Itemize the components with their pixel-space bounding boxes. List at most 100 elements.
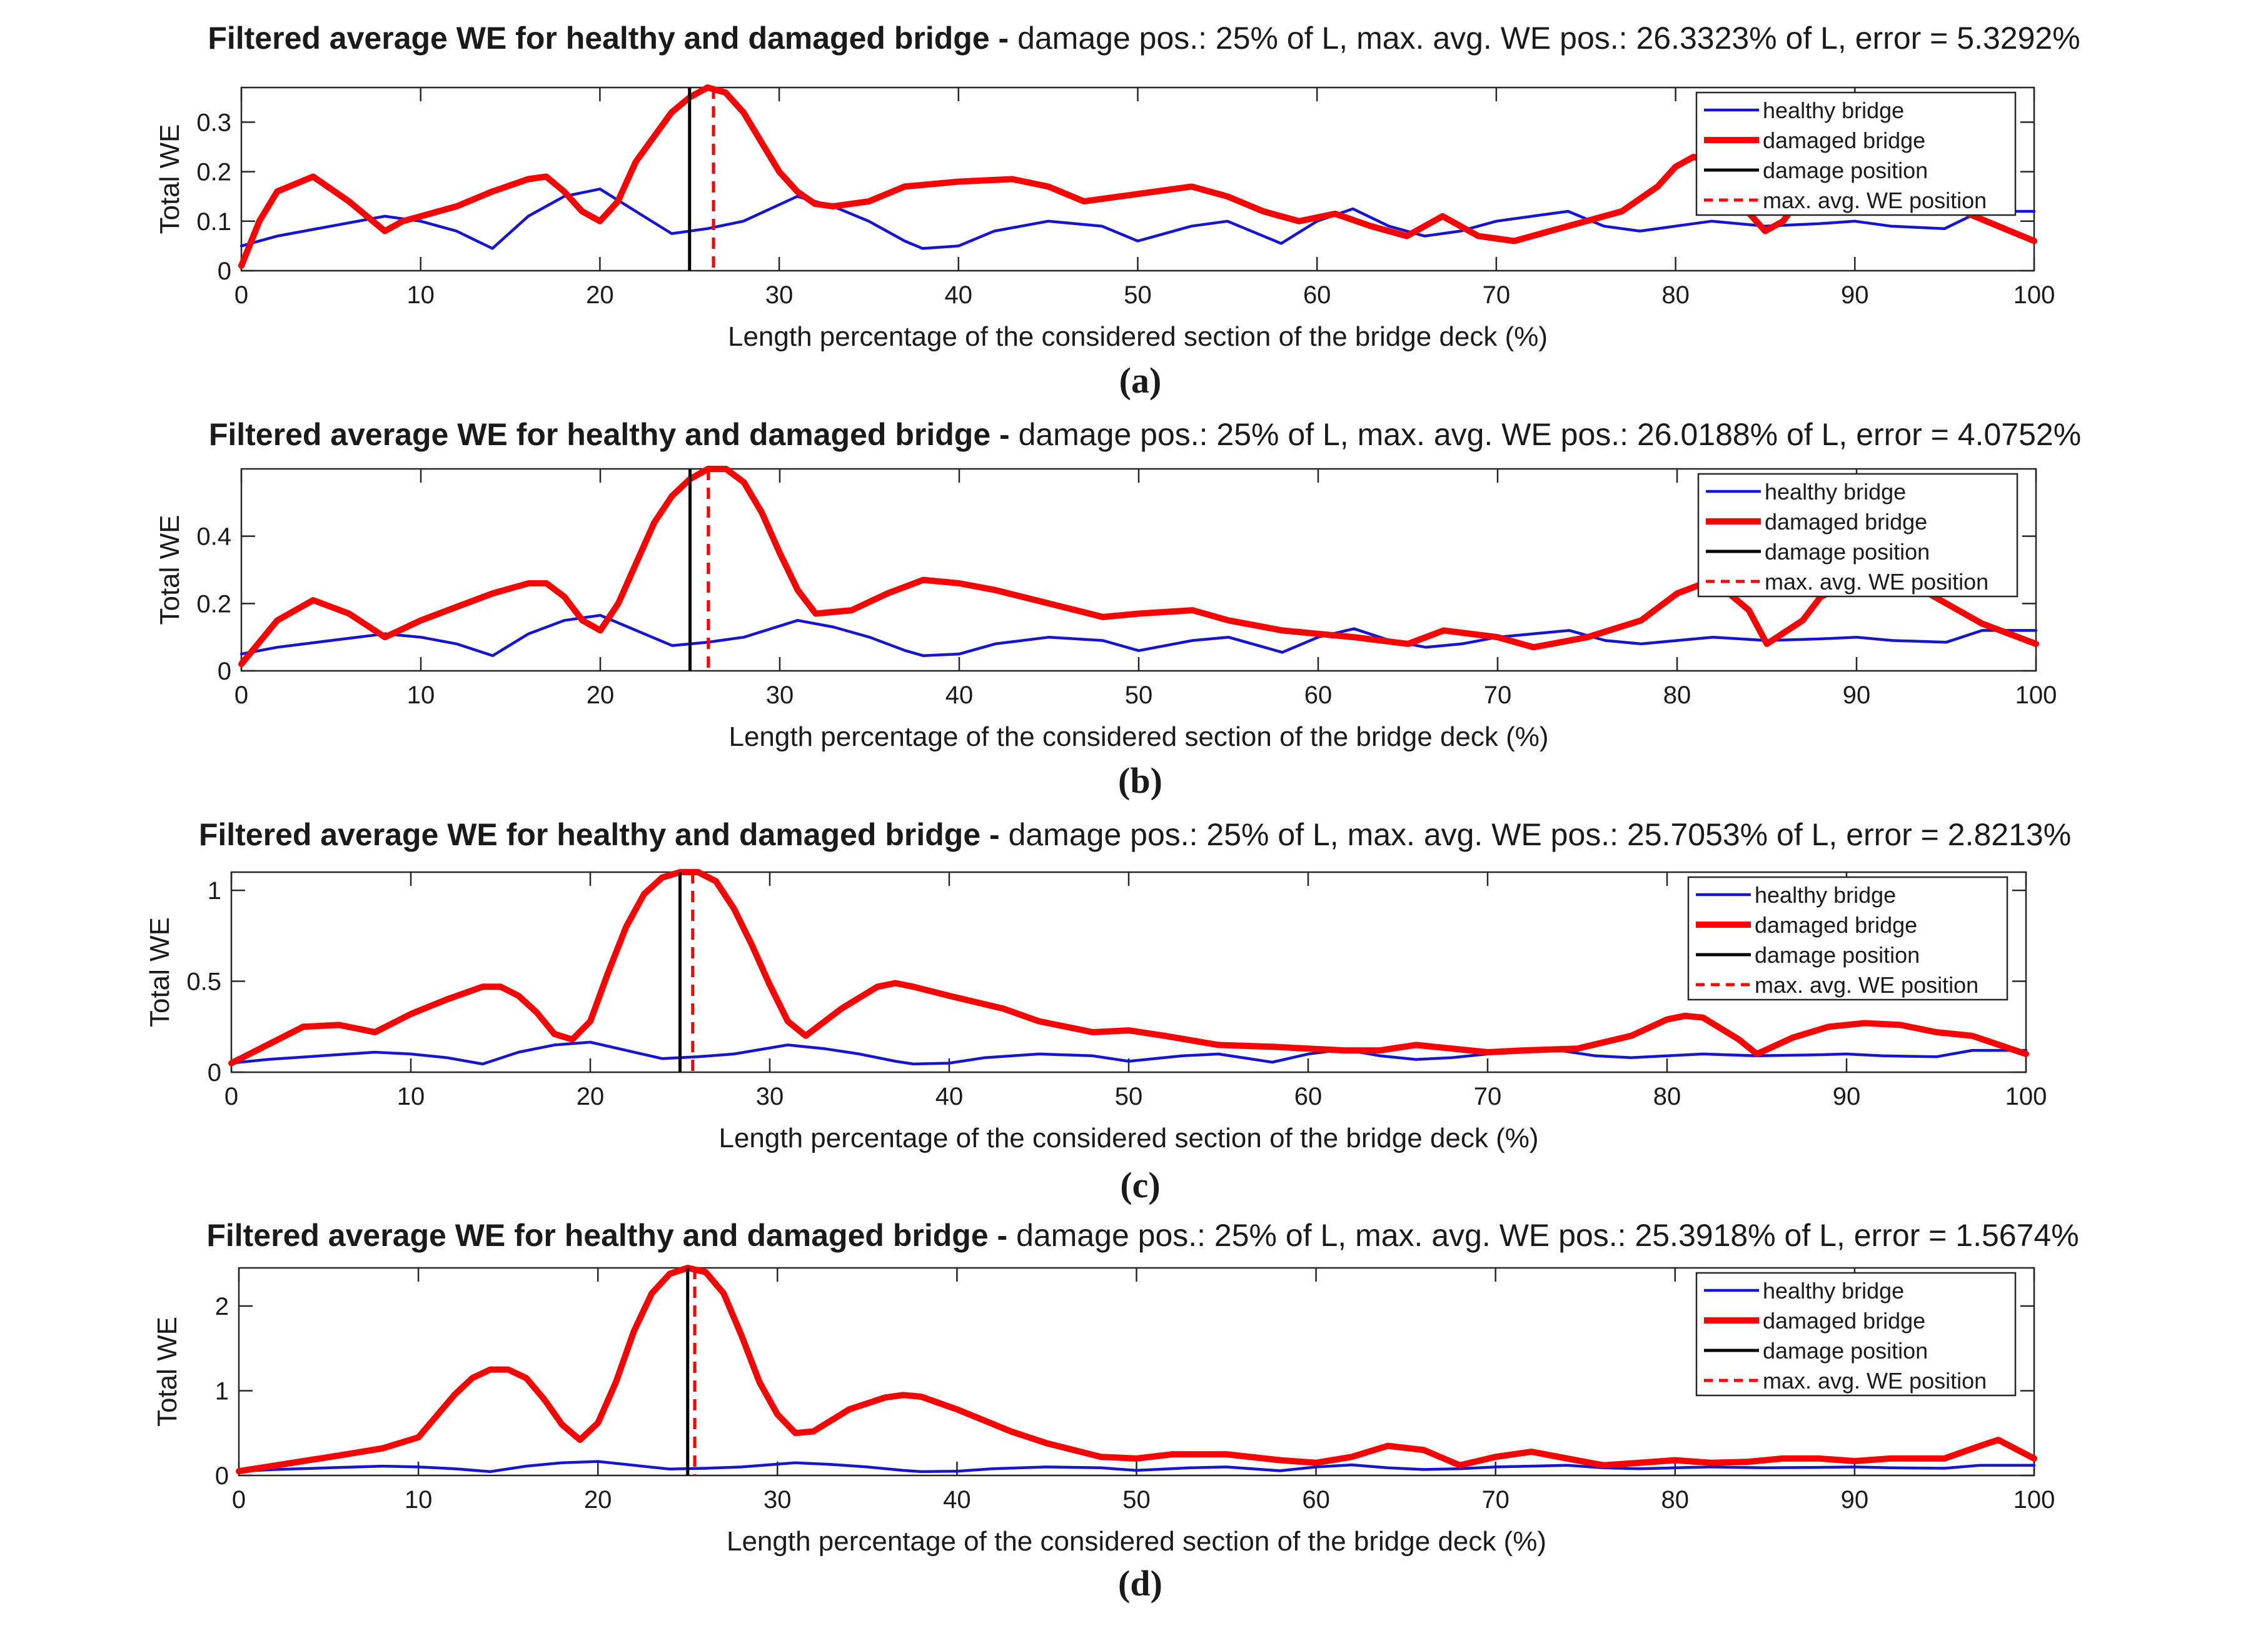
chart-title-main: Filtered average WE for healthy and dama… bbox=[209, 417, 1019, 452]
x-tick-label: 10 bbox=[397, 1083, 425, 1110]
x-tick-label: 50 bbox=[1125, 681, 1153, 709]
x-tick-label: 80 bbox=[1661, 1486, 1690, 1514]
legend-entry: damaged bridge bbox=[1763, 1308, 1925, 1334]
y-tick-label: 1 bbox=[215, 1377, 229, 1405]
legend-entry: damaged bridge bbox=[1763, 128, 1925, 153]
x-tick-label: 0 bbox=[234, 681, 248, 709]
healthy-bridge-line bbox=[239, 188, 2036, 250]
y-axis-label: Total WE bbox=[144, 917, 175, 1027]
x-tick-label: 10 bbox=[405, 1486, 433, 1514]
x-tick-label: 50 bbox=[1124, 281, 1152, 309]
x-tick-label: 20 bbox=[584, 1486, 612, 1514]
x-tick-label: 20 bbox=[577, 1083, 605, 1110]
x-tick-label: 80 bbox=[1663, 681, 1691, 709]
y-tick-label: 1 bbox=[208, 877, 221, 905]
x-tick-label: 20 bbox=[587, 681, 615, 709]
y-tick-label: 0 bbox=[215, 1462, 229, 1490]
y-tick-label: 0.2 bbox=[196, 159, 231, 186]
chart-title-detail: damage pos.: 25% of L, max. avg. WE pos.… bbox=[1009, 817, 2072, 852]
y-tick-label: 0 bbox=[218, 658, 231, 685]
chart-title-detail: damage pos.: 25% of L, max. avg. WE pos.… bbox=[1016, 1218, 2079, 1253]
chart-title-detail: damage pos.: 25% of L, max. avg. WE pos.… bbox=[1017, 21, 2080, 56]
legend-entry: damage position bbox=[1755, 942, 1920, 968]
healthy-bridge-line bbox=[237, 1460, 2036, 1474]
x-tick-label: 30 bbox=[766, 681, 794, 709]
x-tick-label: 40 bbox=[945, 681, 974, 709]
damaged-bridge-line bbox=[228, 869, 2029, 1067]
chart-title-main: Filtered average WE for healthy and dama… bbox=[208, 21, 1017, 56]
legend-entry: max. avg. WE position bbox=[1763, 1368, 1987, 1394]
x-axis-label: Length percentage of the considered sect… bbox=[728, 321, 1548, 352]
x-tick-label: 20 bbox=[586, 281, 614, 309]
x-tick-label: 50 bbox=[1115, 1083, 1143, 1110]
x-tick-label: 40 bbox=[935, 1083, 964, 1110]
x-tick-label: 60 bbox=[1304, 681, 1333, 709]
legend-entry: healthy bridge bbox=[1755, 882, 1896, 908]
x-tick-label: 70 bbox=[1484, 681, 1512, 709]
legend bbox=[1697, 473, 2019, 598]
y-tick-label: 0 bbox=[218, 258, 231, 285]
x-tick-label: 100 bbox=[2005, 1083, 2047, 1110]
panel-label: (b) bbox=[1118, 760, 1162, 801]
x-tick-label: 10 bbox=[406, 281, 435, 309]
x-tick-label: 60 bbox=[1302, 1486, 1330, 1514]
x-tick-label: 60 bbox=[1294, 1083, 1323, 1110]
y-tick-label: 0.3 bbox=[196, 109, 231, 136]
x-tick-label: 90 bbox=[1843, 681, 1871, 709]
x-tick-label: 60 bbox=[1303, 281, 1331, 309]
x-tick-label: 70 bbox=[1481, 1486, 1509, 1514]
x-tick-label: 0 bbox=[234, 281, 248, 309]
damaged-bridge-line bbox=[236, 1265, 2037, 1475]
chart-title: Filtered average WE for healthy and dama… bbox=[208, 21, 2080, 56]
legend-entry: damage position bbox=[1765, 539, 1930, 565]
x-tick-label: 40 bbox=[943, 1486, 971, 1514]
panel-label: (a) bbox=[1119, 360, 1162, 401]
y-tick-label: 2 bbox=[215, 1293, 229, 1320]
panel-label: (d) bbox=[1118, 1563, 1162, 1604]
x-tick-label: 80 bbox=[1661, 281, 1690, 309]
y-tick-label: 0 bbox=[208, 1059, 221, 1087]
legend-entry: damage position bbox=[1763, 1338, 1928, 1364]
x-tick-label: 100 bbox=[2013, 281, 2055, 309]
legend bbox=[1687, 876, 2008, 1001]
legend-entry: damage position bbox=[1763, 158, 1928, 183]
y-tick-label: 0.4 bbox=[196, 523, 231, 551]
x-tick-label: 40 bbox=[945, 281, 973, 309]
legend-entry: max. avg. WE position bbox=[1765, 569, 1988, 595]
panel-label: (c) bbox=[1120, 1165, 1160, 1205]
x-tick-label: 30 bbox=[764, 1486, 792, 1514]
chart-title-detail: damage pos.: 25% of L, max. avg. WE pos.… bbox=[1019, 417, 2082, 452]
x-tick-label: 70 bbox=[1483, 281, 1511, 309]
legend-entry: max. avg. WE position bbox=[1763, 188, 1987, 213]
x-tick-label: 10 bbox=[407, 681, 435, 709]
legend-entry: damaged bridge bbox=[1765, 509, 1927, 535]
x-tick-label: 90 bbox=[1833, 1083, 1861, 1110]
y-axis-label: Total WE bbox=[154, 124, 185, 234]
y-tick-label: 0.2 bbox=[196, 590, 231, 618]
legend bbox=[1695, 91, 2017, 216]
x-axis-label: Length percentage of the considered sect… bbox=[718, 1123, 1538, 1153]
chart-title-main: Filtered average WE for healthy and dama… bbox=[206, 1218, 1016, 1253]
chart-title: Filtered average WE for healthy and dama… bbox=[199, 817, 2071, 852]
legend-entry: healthy bridge bbox=[1763, 1278, 1904, 1304]
chart-title-main: Filtered average WE for healthy and dama… bbox=[199, 817, 1009, 852]
x-tick-label: 30 bbox=[756, 1083, 784, 1110]
x-tick-label: 90 bbox=[1841, 281, 1869, 309]
y-tick-label: 0.5 bbox=[186, 968, 221, 996]
x-tick-label: 0 bbox=[232, 1486, 246, 1514]
y-axis-label: Total WE bbox=[154, 515, 185, 625]
legend-entry: max. avg. WE position bbox=[1755, 972, 1978, 998]
x-tick-label: 30 bbox=[765, 281, 794, 309]
x-tick-label: 90 bbox=[1841, 1486, 1869, 1514]
x-tick-label: 70 bbox=[1474, 1083, 1502, 1110]
x-axis-label: Length percentage of the considered sect… bbox=[728, 721, 1548, 752]
legend bbox=[1695, 1272, 2017, 1397]
x-tick-label: 100 bbox=[2015, 681, 2057, 709]
x-tick-label: 80 bbox=[1653, 1083, 1681, 1110]
legend-entry: damaged bridge bbox=[1755, 912, 1917, 938]
legend-entry: healthy bridge bbox=[1763, 98, 1904, 123]
x-axis-label: Length percentage of the considered sect… bbox=[727, 1526, 1546, 1557]
chart-title: Filtered average WE for healthy and dama… bbox=[209, 417, 2081, 452]
y-axis-label: Total WE bbox=[152, 1317, 183, 1427]
